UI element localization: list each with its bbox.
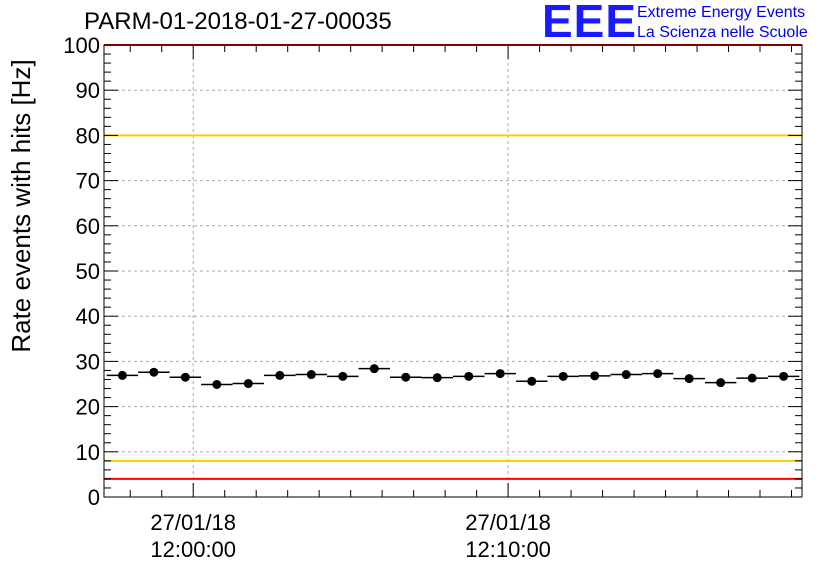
data-point — [590, 371, 600, 381]
data-point — [527, 376, 537, 386]
data-point — [621, 370, 631, 380]
y-tick-label: 60 — [76, 214, 100, 239]
y-axis-title: Rate events with hits [Hz] — [6, 59, 36, 352]
y-tick-label: 90 — [76, 78, 100, 103]
y-tick-label: 0 — [88, 485, 100, 510]
y-tick-label: 100 — [63, 33, 100, 58]
data-point — [495, 369, 505, 379]
data-point — [716, 378, 726, 388]
chart-title: PARM-01-2018-01-27-00035 — [84, 8, 392, 35]
axes: 010203040506070809010027/01/1812:00:0027… — [63, 33, 803, 562]
data-point — [558, 371, 568, 381]
logo-line-1: Extreme Energy Events — [637, 4, 806, 21]
y-tick-label: 10 — [76, 440, 100, 465]
data-point — [117, 370, 127, 380]
data-point — [401, 372, 411, 382]
data-point — [212, 379, 222, 389]
data-point — [779, 371, 789, 381]
y-tick-label: 50 — [76, 259, 100, 284]
logo-line-2: La Scienza nelle Scuole — [637, 24, 808, 41]
y-tick-label: 70 — [76, 169, 100, 194]
data-point — [306, 370, 316, 380]
data-point — [338, 371, 348, 381]
data-point — [464, 371, 474, 381]
data-point — [180, 372, 190, 382]
data-point — [275, 370, 285, 380]
y-tick-label: 80 — [76, 123, 100, 148]
data-point — [432, 373, 442, 383]
data-point — [684, 374, 694, 384]
x-tick-label-date: 27/01/18 — [465, 510, 551, 535]
data-point — [653, 369, 663, 379]
y-tick-label: 30 — [76, 349, 100, 374]
data-series — [106, 364, 800, 389]
x-tick-label-time: 12:00:00 — [150, 537, 236, 562]
y-tick-label: 20 — [76, 395, 100, 420]
data-point — [149, 367, 159, 377]
x-tick-label-date: 27/01/18 — [150, 510, 236, 535]
reference-lines — [104, 44, 802, 480]
grid — [104, 45, 802, 497]
x-tick-label-time: 12:10:00 — [465, 537, 551, 562]
y-tick-label: 40 — [76, 304, 100, 329]
eee-logo: EEE Extreme Energy Events La Scienza nel… — [542, 0, 836, 46]
data-point — [243, 379, 253, 389]
data-point — [369, 364, 379, 374]
data-point — [747, 373, 757, 383]
eee-logo-mark: EEE — [542, 0, 638, 47]
